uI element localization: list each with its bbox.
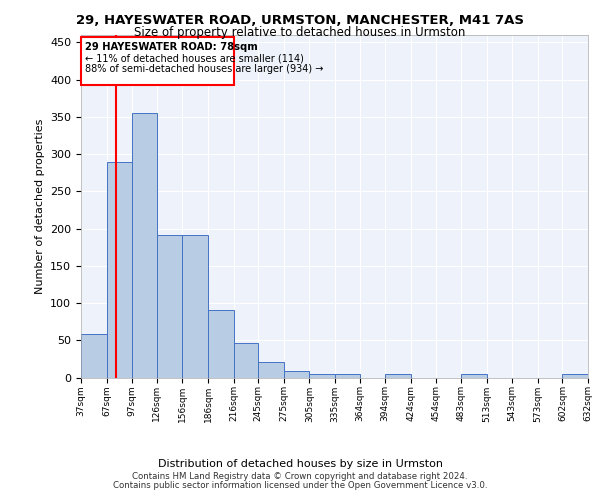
Bar [208,310,233,378]
Bar [157,234,182,378]
Bar [461,374,487,378]
Text: Contains public sector information licensed under the Open Government Licence v3: Contains public sector information licen… [113,481,487,490]
Text: 88% of semi-detached houses are larger (934) →: 88% of semi-detached houses are larger (… [85,64,323,74]
FancyBboxPatch shape [81,37,233,85]
Bar [81,334,107,378]
Bar [310,374,335,378]
Text: Contains HM Land Registry data © Crown copyright and database right 2024.: Contains HM Land Registry data © Crown c… [132,472,468,481]
Text: 29, HAYESWATER ROAD, URMSTON, MANCHESTER, M41 7AS: 29, HAYESWATER ROAD, URMSTON, MANCHESTER… [76,14,524,27]
Bar [562,374,588,378]
Text: 29 HAYESWATER ROAD: 78sqm: 29 HAYESWATER ROAD: 78sqm [85,42,258,52]
Bar [182,234,208,378]
Bar [284,371,310,378]
Text: Distribution of detached houses by size in Urmston: Distribution of detached houses by size … [157,459,443,469]
Text: ← 11% of detached houses are smaller (114): ← 11% of detached houses are smaller (11… [85,54,304,64]
Bar [258,362,284,378]
Y-axis label: Number of detached properties: Number of detached properties [35,118,44,294]
Bar [233,343,258,378]
Text: Size of property relative to detached houses in Urmston: Size of property relative to detached ho… [134,26,466,39]
Bar [335,374,359,378]
Bar [132,113,157,378]
Bar [385,374,411,378]
Bar [107,162,132,378]
